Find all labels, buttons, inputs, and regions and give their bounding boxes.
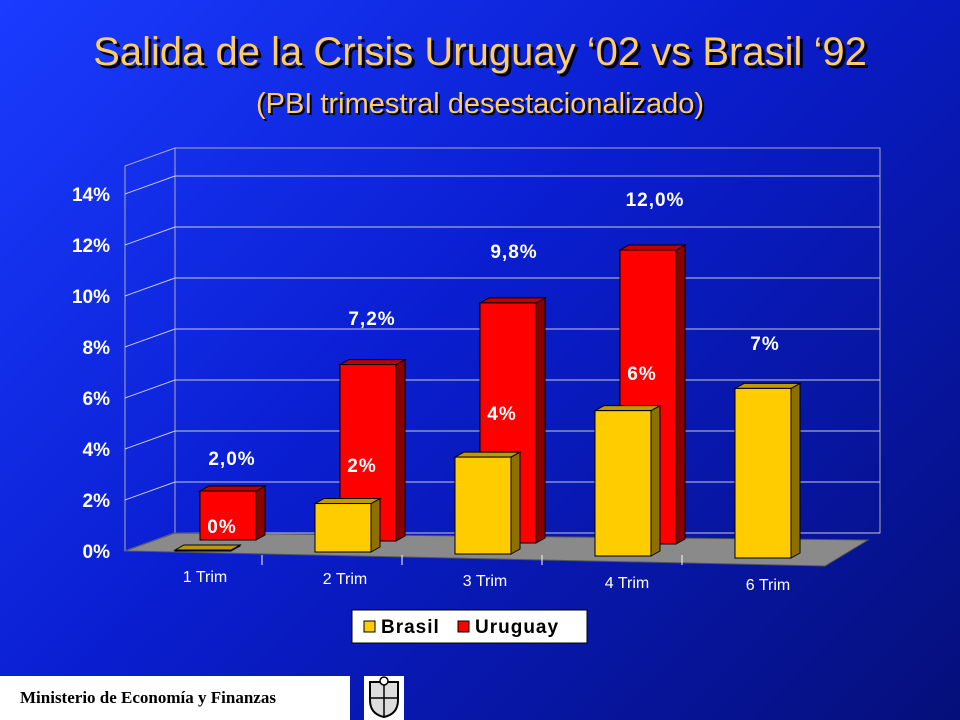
bar-uruguay-top [618,244,687,251]
data-label-brasil: 2% [347,456,376,477]
bar-brasil [734,387,792,559]
y-tick-label: 8% [83,338,111,359]
x-tick-label: 4 Trim [605,575,649,592]
bar-brasil-top [173,544,242,551]
y-tick-label: 10% [72,287,110,308]
bar-uruguay-side [675,244,686,545]
data-label-brasil: 0% [207,517,236,538]
ministry-footer: Ministerio de Economía y Finanzas [0,676,350,720]
data-label-brasil: 7% [750,334,779,355]
chart-subtitle: (PBI trimestral desestacionalizado) [255,88,705,120]
data-label-uruguay: 9,8% [490,242,537,263]
bar-uruguay-top [338,359,407,366]
bar-brasil-top [453,451,522,458]
bar-brasil-top [593,405,662,412]
x-tick-label: 1 Trim [183,569,227,586]
gridline [124,175,176,195]
legend-swatch-brasil [363,620,376,633]
y-tick-label: 4% [83,440,111,461]
bar-brasil-side [370,497,381,553]
data-label-uruguay: 7,2% [348,309,395,330]
bar-brasil-side [790,382,801,559]
legend-swatch-uruguay [457,620,470,633]
gridline [124,328,176,348]
bar-uruguay-top [478,297,547,304]
x-tick-label: 2 Trim [323,571,367,588]
y-tick-label: 12% [72,236,110,257]
bar-brasil [594,410,652,557]
y-tick-label: 2% [83,491,111,512]
gridline [124,430,176,450]
bar-brasil [174,549,232,552]
gridline [124,226,176,246]
gridline [124,277,176,297]
data-label-uruguay: 2,0% [208,449,255,470]
chart-title: Salida de la Crisis Uruguay ‘02 vs Brasi… [93,30,867,74]
bar-brasil-side [510,451,521,555]
bar-uruguay-side [395,358,406,542]
bar-uruguay-side [535,297,546,544]
coat-of-arms-logo [364,676,404,720]
data-label-uruguay: 12,0% [626,190,685,211]
bar-brasil [314,503,372,553]
y-tick-label: 6% [83,389,111,410]
bar-brasil-side [650,404,661,557]
x-tick-label: 3 Trim [463,573,507,590]
bar-uruguay [199,490,257,541]
data-label-brasil: 6% [627,364,656,385]
data-label-brasil: 4% [487,404,516,425]
bar-brasil [454,456,512,555]
bar-brasil-top [733,382,802,389]
gridline [124,481,176,501]
legend-label-uruguay: Uruguay [475,617,559,638]
bar-uruguay-top [198,485,267,492]
y-tick-label: 0% [83,542,111,563]
y-tick-label: 14% [72,185,110,206]
x-tick-label: 6 Trim [746,577,790,594]
bar-uruguay-side [255,485,266,541]
bar-chart: 0% 2% 4% 6% 8% 10% 12% 14% 1 Trim 2 Trim 3 Trim 4 T… [72,147,881,644]
gridline [124,379,176,399]
bar-brasil-top [313,498,382,505]
legend-label-brasil: Brasil [381,617,440,638]
